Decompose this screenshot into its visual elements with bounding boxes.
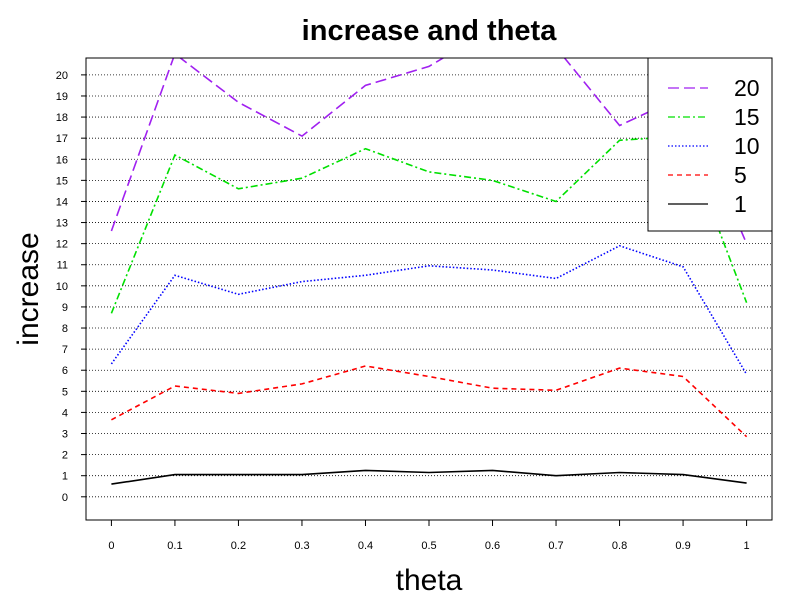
chart-title: increase and theta (302, 15, 558, 47)
series-group (110, 58, 748, 485)
y-tick-label-18: 18 (56, 112, 68, 124)
legend-label-10: 10 (734, 133, 760, 159)
y-tick-label-15: 15 (56, 175, 68, 187)
legend-label-15: 15 (734, 104, 760, 130)
legend-label-20: 20 (734, 75, 760, 101)
legend-label-5: 5 (734, 162, 747, 188)
y-tick-label-13: 13 (56, 218, 68, 230)
y-axis-label: increase (12, 232, 45, 345)
legend-box (647, 57, 773, 232)
y-tick-label-10: 10 (56, 281, 68, 293)
x-tick-label-8: 0.8 (612, 540, 627, 552)
y-tick-label-11: 11 (57, 260, 68, 272)
x-tick-label-9: 0.9 (675, 540, 690, 552)
x-axis-label: theta (396, 564, 463, 597)
y-tick-label-9: 9 (62, 302, 68, 314)
series-line-1 (111, 469, 747, 485)
x-tick-label-0: 0 (108, 540, 114, 552)
y-tick-label-16: 16 (56, 154, 68, 166)
x-tick-label-3: 0.3 (294, 540, 309, 552)
series-line-15 (110, 135, 748, 314)
grid (86, 74, 772, 498)
series-line-20 (110, 58, 748, 244)
x-tick-label-10: 1 (744, 540, 750, 552)
x-tick-label-5: 0.5 (421, 540, 436, 552)
y-tick-label-6: 6 (62, 365, 68, 377)
series-line-5 (111, 365, 748, 438)
y-tick-label-8: 8 (62, 323, 68, 335)
y-tick-label-3: 3 (62, 429, 68, 441)
x-tick-label-4: 0.4 (358, 540, 373, 552)
legend-label-1: 1 (734, 191, 747, 217)
y-tick-label-19: 19 (56, 91, 68, 103)
y-tick-label-2: 2 (62, 450, 68, 462)
y-tick-label-1: 1 (62, 471, 68, 483)
y-tick-label-0: 0 (62, 492, 68, 504)
y-tick-label-5: 5 (62, 386, 68, 398)
y-tick-label-12: 12 (56, 239, 68, 251)
legend: 20 15 10 5 1 (647, 57, 773, 232)
y-tick-label-7: 7 (62, 344, 68, 356)
x-axis: 0 0.1 0.2 0.3 0.4 0.5 0.6 0.7 0.8 0.9 1 (108, 520, 750, 552)
series-line-10 (110, 244, 748, 375)
x-tick-label-6: 0.6 (485, 540, 500, 552)
y-tick-label-17: 17 (56, 133, 68, 145)
x-tick-label-1: 0.1 (167, 540, 182, 552)
x-tick-label-2: 0.2 (231, 540, 246, 552)
y-tick-label-20: 20 (56, 70, 68, 82)
x-tick-label-7: 0.7 (548, 540, 563, 552)
y-tick-label-4: 4 (62, 407, 68, 419)
y-tick-label-14: 14 (56, 196, 68, 208)
